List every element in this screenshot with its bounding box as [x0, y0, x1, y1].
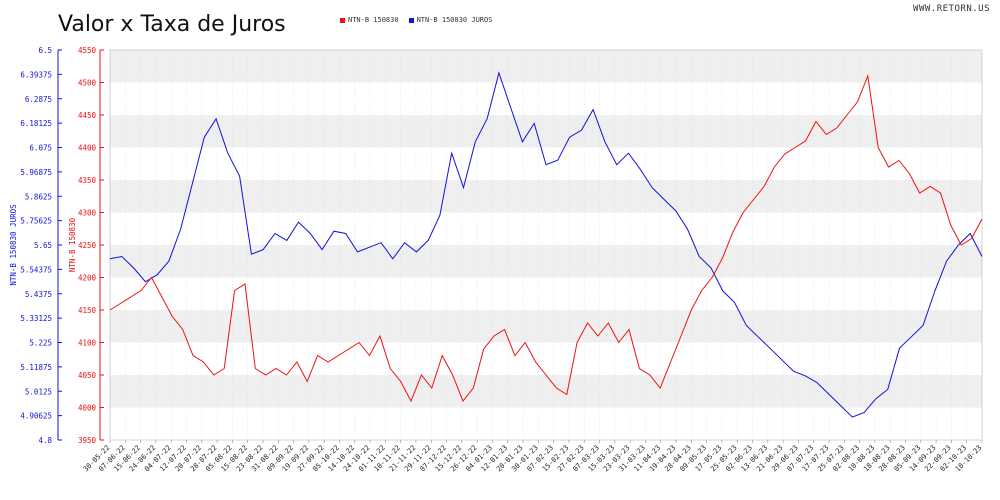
axis-label-rate: 4.8 — [38, 436, 52, 445]
axis-label-rate: 6.18125 — [20, 119, 52, 128]
legend-label-rate: NTN-B 150830 JUROS — [416, 16, 493, 24]
axis-label-rate: 5.4375 — [25, 290, 52, 299]
axis-label-rate: 5.75625 — [20, 217, 52, 226]
axis-label-rate: 5.33125 — [20, 314, 52, 323]
axis-label-rate: 5.8625 — [25, 192, 52, 201]
axis-label-price: 4250 — [78, 241, 97, 250]
axis-label-rate: 6.2875 — [25, 95, 52, 104]
axis-label-rate: 5.225 — [29, 339, 52, 348]
axis-label-price: 4400 — [78, 144, 97, 153]
axis-label-rate: 5.11875 — [20, 363, 52, 372]
legend-item-rate: NTN-B 150830 JUROS — [408, 16, 493, 24]
legend-item-price: NTN-B 150830 — [340, 16, 399, 24]
axis-label-price: 4550 — [78, 46, 97, 55]
axis-label-rate: 6.5 — [38, 46, 52, 55]
axis-label-price: 4350 — [78, 176, 97, 185]
axis-label-rate: 5.65 — [34, 241, 52, 250]
axis-label-rate: 5.54375 — [20, 265, 52, 274]
grid-band — [110, 50, 982, 83]
axis-title-rate: NTN-B 150830 JUROS — [9, 204, 18, 286]
plot-frame — [109, 49, 983, 441]
axis-label-price: 4450 — [78, 111, 97, 120]
grid-band — [110, 310, 982, 343]
axis-label-rate: 6.075 — [29, 144, 52, 153]
axis-label-rate: 5.96875 — [20, 168, 52, 177]
axis-label-price: 4150 — [78, 306, 97, 315]
axis-label-price: 4000 — [78, 404, 97, 413]
axis-label-rate: 5.0125 — [25, 387, 52, 396]
series-line-rate — [109, 71, 983, 418]
axis-label-rate: 6.39375 — [20, 70, 52, 79]
axis-label-price: 4100 — [78, 339, 97, 348]
axis-label-price: 4050 — [78, 371, 97, 380]
grid-band — [110, 245, 982, 278]
chart-title: Valor x Taxa de Juros — [58, 12, 286, 37]
legend-swatch-price — [340, 17, 345, 23]
site-watermark: WWW.RETORN.US — [913, 4, 990, 14]
legend-label-price: NTN-B 150830 — [348, 16, 399, 24]
axis-label-price: 3950 — [78, 436, 97, 445]
axis-label-price: 4300 — [78, 209, 97, 218]
axis-label-price: 4500 — [78, 79, 97, 88]
grid-band — [110, 375, 982, 408]
grid-band — [110, 180, 982, 213]
legend-swatch-rate — [408, 17, 414, 23]
axis-title-price: NTN-B 150830 — [68, 217, 77, 272]
chart-legend: NTN-B 150830 NTN-B 150830 JUROS — [340, 16, 492, 24]
axis-label-rate: 4.90625 — [20, 412, 52, 421]
axis-label-price: 4200 — [78, 274, 97, 283]
series-line-price — [109, 74, 983, 403]
grid-band — [110, 115, 982, 148]
